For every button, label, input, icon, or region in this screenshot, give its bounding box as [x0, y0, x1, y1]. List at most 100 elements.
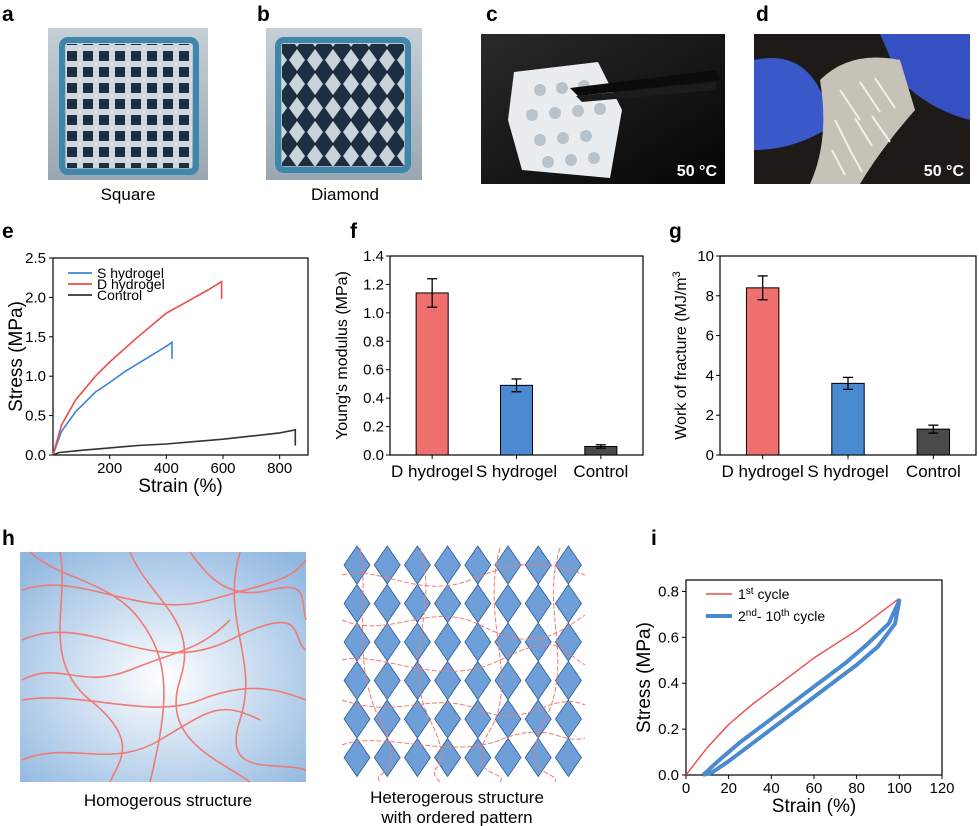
lattice-diamond — [434, 545, 462, 585]
series-line-d-hydrogel — [52, 280, 223, 456]
y-tick-label: 4 — [706, 367, 714, 384]
lattice-diamond — [494, 660, 522, 701]
lattice-diamond — [434, 737, 462, 778]
lattice-diamond — [464, 583, 492, 624]
polymer-chain-line — [417, 547, 442, 783]
lattice-diamond — [554, 660, 582, 701]
series-line-s-hydrogel — [52, 340, 173, 456]
lattice-diamond — [373, 583, 401, 624]
lattice-diamond — [524, 622, 552, 662]
series-line-first-cycle — [685, 597, 900, 776]
plot-frame — [52, 257, 309, 456]
y-tick-label: 0.8 — [658, 583, 679, 600]
caption-heterogeneous-line1: Heterogerous structure — [370, 788, 544, 807]
legend-text: 1 — [738, 586, 746, 602]
legend-text: 2 — [738, 608, 746, 624]
lattice-diamond — [464, 545, 492, 585]
legend-superscript: st — [746, 586, 754, 597]
lattice-diamond — [554, 622, 582, 662]
y-tick-label: 2.0 — [25, 289, 46, 306]
panel-c: c 50 °C — [481, 3, 725, 184]
lattice-diamond — [403, 583, 431, 624]
lattice-diamond — [343, 622, 371, 662]
lattice-diamond — [343, 545, 371, 585]
cyclic-loading-chart-i: i 0.0 0.2 0.4 0.6 0.8 0 20 40 60 80 100 120 Strain (… — [634, 527, 955, 817]
y-tick-label: 1.4 — [363, 248, 384, 265]
legend-label: Control — [97, 287, 142, 303]
polymer-chain-line — [534, 547, 561, 783]
lattice-diamond — [554, 737, 582, 778]
lattice-diamond — [494, 699, 522, 739]
polymer-chain-line — [359, 547, 392, 783]
polymer-chain-line — [341, 643, 586, 672]
lattice-diamond — [403, 622, 431, 662]
photo-hydrogel-tweezers — [481, 34, 725, 184]
x-tick-label: 120 — [929, 780, 954, 797]
panel-label-b: b — [257, 3, 270, 26]
y-tick-label: 2.5 — [25, 250, 46, 267]
x-axis-label: Strain (%) — [772, 796, 856, 817]
legend-text: cycle — [789, 608, 825, 624]
lattice-diamond — [434, 699, 462, 739]
lattice-diamond — [464, 660, 492, 701]
x-tick-label: 40 — [763, 780, 780, 797]
temperature-label-d: 50 °C — [924, 163, 965, 180]
bar-d-hydrogel — [745, 287, 780, 456]
lattice-diamond — [524, 583, 552, 624]
lattice-diamond — [373, 545, 401, 585]
lattice-diamond — [524, 545, 552, 585]
lattice-diamond — [343, 660, 371, 701]
panel-label-d: d — [756, 3, 769, 26]
y-tick-label: 0.6 — [658, 629, 679, 646]
x-tick-label: 200 — [97, 460, 122, 477]
y-tick-label: 1.2 — [363, 276, 384, 293]
lattice-diamond — [494, 583, 522, 624]
photo-hydrogel-stretched — [754, 34, 970, 184]
y-tick-label: 0.8 — [363, 333, 384, 350]
category-label: D hydrogel — [722, 462, 804, 481]
lattice-diamond — [434, 660, 462, 701]
legend-text: - 10 — [757, 608, 781, 624]
category-label: S hydrogel — [476, 462, 557, 481]
y-tick-label: 6 — [706, 328, 714, 345]
caption-homogeneous: Homogerous structure — [84, 791, 252, 810]
category-label: S hydrogel — [807, 462, 888, 481]
series-line-control — [52, 428, 297, 456]
panel-b: b Diamond — [257, 3, 422, 204]
caption-diamond: Diamond — [311, 185, 379, 204]
lattice-diamond — [494, 737, 522, 778]
x-tick-label: 400 — [154, 460, 179, 477]
lattice-diamond — [434, 622, 462, 662]
bar-s-hydrogel — [499, 384, 534, 456]
series-line-repeat-cycles — [701, 598, 902, 777]
polymer-chain-line — [341, 731, 586, 748]
y-axis-label-superscript: 3 — [671, 271, 683, 277]
youngs-modulus-bar-chart: f 0.0 0.2 0.4 0.6 0.8 1.0 1.2 1.4 D hydrogel S hy… — [334, 220, 644, 481]
y-tick-label: 1.0 — [363, 305, 384, 322]
bar-s-hydrogel — [831, 382, 865, 456]
y-tick-label: 0.2 — [658, 721, 679, 738]
lattice-diamond — [403, 737, 431, 778]
lattice-diamond — [343, 583, 371, 624]
x-axis-label: Strain (%) — [138, 476, 222, 497]
panel-a: a Square — [2, 3, 208, 204]
category-label: Control — [573, 462, 628, 481]
y-tick-label: 2 — [706, 407, 714, 424]
lattice-diamond — [554, 699, 582, 739]
lattice-diamond — [373, 660, 401, 701]
panel-h: h Homogerous structure Heterogerous stru… — [2, 527, 586, 826]
polymer-chain-line — [341, 614, 586, 640]
stress-strain-chart-e: e 0.0 0.5 1.0 1.5 2.0 2.5 200 400 600 800 Strain (… — [2, 220, 309, 497]
lattice-diamond — [494, 622, 522, 662]
y-tick-label: 1.0 — [25, 368, 46, 385]
y-axis-label: Work of fracture (MJ/m3 — [671, 271, 690, 440]
panel-label-e: e — [2, 220, 14, 243]
lattice-diamond — [403, 545, 431, 585]
x-tick-label: 800 — [267, 460, 292, 477]
y-tick-label: 0.0 — [363, 447, 384, 464]
photo-diamond-scaffold — [266, 28, 422, 180]
panel-d: d 50 °C — [754, 3, 970, 184]
lattice-diamond — [343, 737, 371, 778]
y-tick-label: 0.0 — [658, 767, 679, 784]
